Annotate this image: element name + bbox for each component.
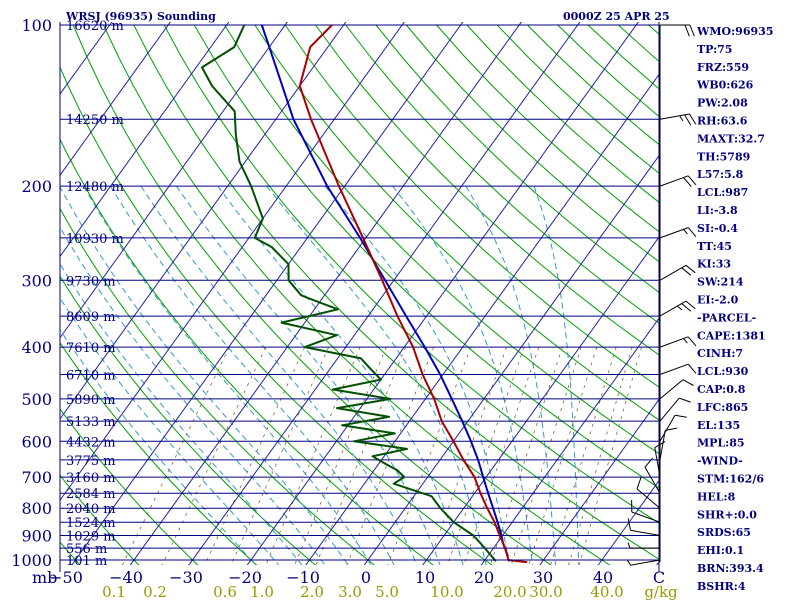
stability-index: TT:45 [697,240,732,253]
height-label: 3160 m [66,471,116,486]
temperature-tick-label: 0 [361,568,371,587]
stability-index: LCL:930 [697,365,749,378]
height-label: 7610 m [66,341,116,356]
pressure-tick-label: 900 [21,527,52,546]
stability-index: TP:75 [697,43,732,56]
stability-index: LI:-3.8 [697,204,738,217]
stability-index: EHI:0.1 [697,544,744,557]
mixing-ratio-label: 10.0 [430,583,463,600]
stability-index: TH:5789 [697,150,750,163]
pressure-tick-label: 700 [21,468,52,487]
stability-index: PW:2.08 [697,97,748,110]
height-label: 101 m [66,554,107,569]
stability-index: EI:-2.0 [697,294,739,307]
height-label: 10930 m [66,232,124,247]
stability-index: BRN:393.4 [697,562,764,575]
stability-index: CAP:0.8 [697,383,746,396]
stability-index: SHR+:0.0 [697,508,757,521]
height-label: 3775 m [66,454,116,469]
pressure-tick-label: 600 [21,432,52,451]
height-label: 5890 m [66,393,116,408]
mixing-ratio-label: 0.6 [213,583,237,600]
mixing-ratio-label: 30.0 [529,583,562,600]
stability-index: -PARCEL- [697,311,756,324]
pressure-tick-label: 400 [21,338,52,357]
stability-index: SI:-0.4 [697,222,738,235]
height-label: 6710 m [66,369,116,384]
mixing-ratio-label: 0.2 [143,583,167,600]
height-label: 14250 m [66,113,124,128]
stability-index: SW:214 [697,276,744,289]
stability-index: MAXT:32.7 [697,132,765,145]
stability-index: FRZ:559 [697,61,749,74]
stability-index: WB0:626 [696,79,754,92]
pressure-tick-label: 500 [21,390,52,409]
stability-index: STM:162/6 [697,473,764,486]
mixing-ratio-label: 40.0 [590,583,623,600]
mixing-ratio-label: 5.0 [375,583,399,600]
stability-index: -WIND- [697,455,743,468]
mixing-ratio-label: 3.0 [338,583,362,600]
height-label: 9730 m [66,274,116,289]
temperature-tick-label: 20 [474,568,494,587]
mixing-ratio-label: g/kg [644,583,678,600]
temperature-tick-label: −50 [49,568,83,587]
stability-index: SRDS:65 [697,526,751,539]
height-label: 4432 m [66,435,116,450]
mixing-ratio-label: 20.0 [493,583,526,600]
stability-index: CINH:7 [697,347,743,360]
stability-index: KI:33 [697,258,731,271]
stability-index: RH:63.6 [697,115,748,128]
pressure-tick-label: 300 [21,271,52,290]
stability-index: EL:135 [697,419,740,432]
pressure-tick-label: 800 [21,499,52,518]
pressure-tick-label: 100 [21,16,52,35]
chart-title: WRSJ (96935) Sounding [65,10,216,23]
stability-index: CAPE:1381 [697,329,766,342]
height-label: 8609 m [66,310,116,325]
stability-index: HEL:8 [697,490,736,503]
stability-index: L57:5.8 [697,168,744,181]
height-label: 12480 m [66,180,124,195]
stability-index: LFC:865 [697,401,748,414]
temperature-tick-label: −30 [169,568,203,587]
chart-timestamp: 0000Z 25 APR 25 [563,10,670,23]
pressure-tick-label: 200 [21,177,52,196]
mixing-ratio-label: 1.0 [250,583,274,600]
stability-index: BSHR:4 [697,580,746,593]
stability-index: MPL:85 [697,437,745,450]
stability-index: WMO:96935 [696,25,773,38]
stability-index: LCL:987 [697,186,748,199]
height-label: 5133 m [66,415,116,430]
mixing-ratio-label: 2.0 [300,583,324,600]
height-label: 2584 m [66,487,116,502]
height-label: 2040 m [66,502,116,517]
mixing-ratio-label: 0.1 [102,583,126,600]
